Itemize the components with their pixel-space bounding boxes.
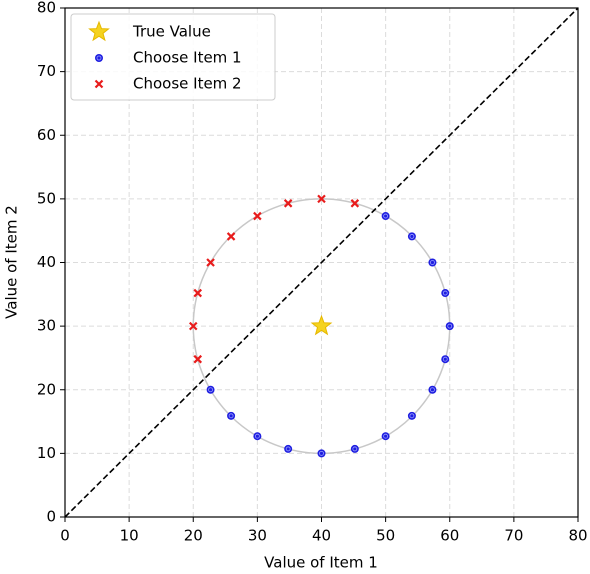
x-stroke xyxy=(206,258,215,267)
circle-outer xyxy=(206,385,215,394)
x-tick-label: 60 xyxy=(440,527,459,545)
x-stroke xyxy=(350,199,360,208)
legend-label: Choose Item 2 xyxy=(133,75,242,93)
circle-inner xyxy=(383,213,389,219)
circle-inner xyxy=(383,433,389,439)
x-stroke xyxy=(253,211,262,221)
x-tick-label: 10 xyxy=(120,527,139,545)
circle-inner xyxy=(409,234,415,239)
circle-inner xyxy=(285,446,291,452)
circle-outer xyxy=(284,444,293,453)
circle-marker xyxy=(381,212,390,221)
circle-outer xyxy=(350,444,359,453)
circle-inner xyxy=(352,446,358,452)
circle-marker xyxy=(381,432,390,441)
circle-inner xyxy=(442,290,448,296)
x-tick-label: 70 xyxy=(504,527,523,545)
circle-outer xyxy=(428,385,437,394)
circle-outer xyxy=(445,322,454,331)
circle-marker xyxy=(428,385,437,394)
x-tick-label: 50 xyxy=(376,527,395,545)
x-stroke xyxy=(188,321,198,331)
diagonal-line xyxy=(64,7,579,518)
circle-inner xyxy=(442,356,448,362)
circle-inner xyxy=(254,433,260,439)
circle-marker xyxy=(317,449,326,458)
circle-marker xyxy=(441,355,450,364)
circle-marker xyxy=(407,411,416,420)
x-marker xyxy=(253,211,262,221)
circle-outer xyxy=(227,411,236,420)
star-marker xyxy=(310,314,333,336)
x-marker xyxy=(206,258,215,267)
circle-marker xyxy=(284,444,293,453)
plot-frame xyxy=(64,7,579,518)
x-tick-label: 40 xyxy=(312,527,331,545)
x-stroke xyxy=(94,79,104,89)
legend-box xyxy=(70,13,276,101)
circle-marker xyxy=(95,54,103,62)
y-axis-label: Value of Item 2 xyxy=(3,205,21,319)
x-stroke xyxy=(226,232,236,241)
y-tick-label: 40 xyxy=(37,253,56,271)
x-stroke xyxy=(317,194,326,204)
x-stroke xyxy=(193,354,203,364)
circle-marker xyxy=(253,432,262,441)
y-tick-label: 50 xyxy=(37,189,56,207)
circle-outer xyxy=(441,355,450,364)
circle-marker xyxy=(407,232,416,241)
circle-marker xyxy=(445,322,454,331)
x-tick-label: 30 xyxy=(248,527,267,545)
x-marker xyxy=(188,321,198,331)
y-tick-label: 30 xyxy=(37,317,56,335)
circle-inner xyxy=(447,323,453,329)
circle-inner xyxy=(430,387,435,393)
x-marker xyxy=(283,199,293,208)
circle-marker xyxy=(227,411,236,420)
x-tick-label: 80 xyxy=(568,527,587,545)
x-axis-label: Value of Item 1 xyxy=(264,554,378,572)
circle-outer xyxy=(407,411,416,420)
circle-inner xyxy=(319,450,324,456)
circle-outer xyxy=(381,432,390,441)
x-tick-label: 20 xyxy=(184,527,203,545)
legend-label: Choose Item 1 xyxy=(133,49,242,67)
y-tick-label: 80 xyxy=(37,0,56,17)
circle-inner xyxy=(430,260,435,265)
circle-outer xyxy=(407,232,416,241)
x-stroke xyxy=(283,199,293,208)
circle-inner xyxy=(96,55,102,61)
x-marker xyxy=(94,79,104,89)
x-tick-label: 0 xyxy=(60,527,70,545)
x-marker xyxy=(193,288,203,298)
x-marker xyxy=(350,199,360,208)
x-marker xyxy=(193,354,203,364)
x-marker xyxy=(317,194,326,204)
y-tick-label: 70 xyxy=(37,62,56,80)
y-tick-label: 20 xyxy=(37,380,56,398)
circle-outer xyxy=(95,54,103,62)
legend-label: True Value xyxy=(132,23,211,41)
circle-inner xyxy=(409,413,415,419)
circle-marker xyxy=(206,385,215,394)
circle-inner xyxy=(228,413,234,419)
circle-outer xyxy=(428,258,437,267)
x-marker xyxy=(226,232,236,241)
circle-outer xyxy=(441,289,450,298)
circle-outer xyxy=(317,449,326,458)
circle-outer xyxy=(381,212,390,221)
circle-outer xyxy=(253,432,262,441)
circle-marker xyxy=(441,289,450,298)
circle-inner xyxy=(208,387,213,393)
x-stroke xyxy=(193,288,203,298)
y-tick-label: 60 xyxy=(37,126,56,144)
circle-marker xyxy=(350,444,359,453)
y-tick-label: 10 xyxy=(37,444,56,462)
y-tick-label: 0 xyxy=(46,508,56,526)
circle-marker xyxy=(428,258,437,267)
star-marker xyxy=(88,20,110,42)
